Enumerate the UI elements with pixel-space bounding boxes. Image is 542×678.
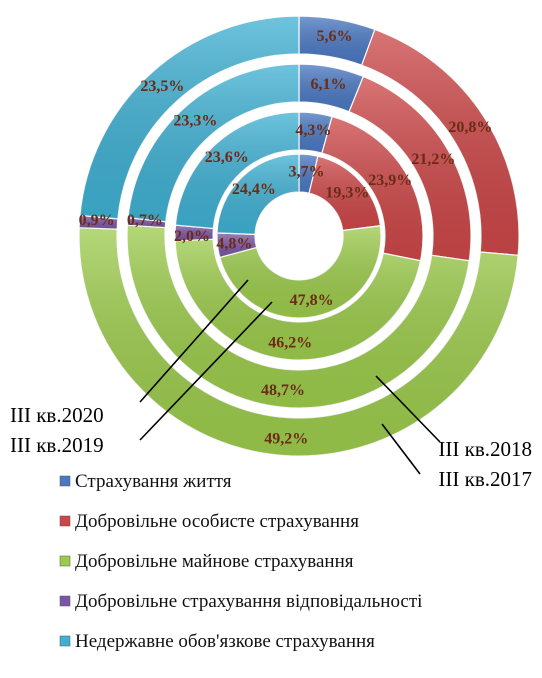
data-label-2-3: 0,7% [127, 212, 163, 229]
legend-label-3: Добровільне страхування відповідальності [75, 591, 422, 612]
series-callout-1: III кв.2019 [10, 433, 104, 457]
data-label-0-3: 4,8% [216, 235, 252, 252]
data-label-1-2: 46,2% [268, 335, 312, 352]
series-callout-2: III кв.2018 [438, 437, 532, 461]
series-callouts-group: III кв.2020 III кв.2019 III кв.2018 III кв.… [10, 279, 532, 491]
data-label-0-2: 47,8% [290, 292, 334, 309]
data-label-0-1: 19,3% [325, 185, 369, 202]
segment-shade-1-1 [321, 116, 423, 261]
data-label-1-1: 23,9% [368, 172, 412, 189]
data-label-1-0: 4,3% [295, 122, 331, 139]
data-label-1-3: 2,0% [174, 228, 210, 245]
legend-label-0: Страхування життя [75, 471, 232, 492]
segment-shade-3-4 [79, 16, 299, 219]
legend: Страхування життя Добровільне особисте ст… [59, 471, 422, 652]
data-labels-group: 3,7%19,3% 47,8% 4,8% 24,4% 4,3% 23,9% 46,2% 2,0… [79, 28, 493, 447]
segment-shade-0-4 [217, 154, 299, 235]
segment-shade-0-1 [309, 156, 381, 231]
segment-shade-1-4 [175, 112, 299, 229]
segment-shade-0-0 [299, 154, 318, 194]
legend-swatch-2 [59, 555, 71, 567]
data-label-2-4: 23,3% [173, 113, 217, 130]
segment-shade-3-2 [78, 227, 519, 457]
series-callout-0: III кв.2020 [10, 403, 104, 427]
data-label-3-0: 5,6% [317, 28, 353, 45]
legend-swatch-3 [59, 595, 71, 607]
data-label-3-2: 49,2% [264, 431, 308, 448]
series-callout-3: III кв.2017 [438, 467, 532, 491]
data-label-3-4: 23,5% [140, 78, 184, 95]
legend-label-4: Недержавне обов'язкове страхування [75, 631, 375, 652]
data-label-0-0: 3,7% [289, 163, 325, 180]
segment-shade-3-1 [361, 29, 519, 256]
segment-shade-2-2 [127, 225, 470, 409]
segment-shade-3-3 [79, 215, 118, 230]
segment-shade-1-3 [175, 225, 214, 241]
data-label-2-2: 48,7% [261, 382, 305, 399]
callout-line-1 [139, 301, 273, 441]
segment-shade-3-0 [299, 16, 375, 66]
segment-shade-0-2 [219, 225, 381, 318]
segment-shade-1-2 [175, 239, 421, 360]
legend-label-1: Добровільне особисте страхування [75, 511, 359, 532]
data-label-1-4: 23,6% [205, 149, 249, 166]
callout-line-0 [139, 279, 249, 403]
segment-shade-2-3 [127, 217, 166, 228]
data-label-3-1: 20,8% [448, 119, 492, 136]
segment-shade-2-0 [299, 64, 364, 112]
legend-label-2: Добровільне майнове страхування [75, 551, 354, 572]
data-label-2-1: 21,2% [411, 151, 455, 168]
data-label-0-4: 24,4% [232, 181, 276, 198]
callout-line-2 [375, 375, 441, 443]
rings-group [78, 15, 520, 457]
legend-swatch-0 [59, 475, 71, 487]
legend-swatch-4 [59, 635, 71, 647]
segment-shade-0-3 [216, 232, 257, 258]
segment-shade-2-4 [127, 64, 300, 222]
data-label-2-0: 6,1% [311, 76, 347, 93]
segment-shade-2-1 [349, 76, 471, 261]
segment-shade-1-0 [299, 112, 333, 154]
callout-line-3 [381, 423, 421, 475]
legend-swatch-1 [59, 515, 71, 527]
data-label-3-3: 0,9% [79, 212, 115, 229]
